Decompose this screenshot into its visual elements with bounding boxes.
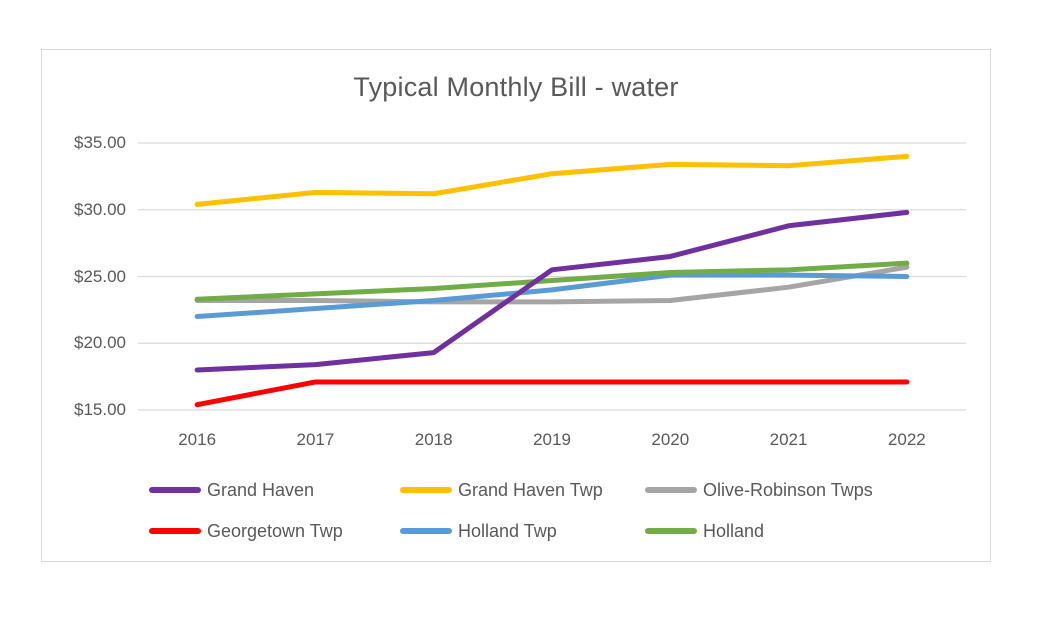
- legend-label: Georgetown Twp: [207, 520, 343, 541]
- legend-label: Grand Haven: [207, 479, 315, 500]
- y-tick-label: $35.00: [74, 133, 126, 152]
- y-tick-label: $15.00: [74, 400, 126, 419]
- legend-swatch: [400, 487, 452, 493]
- x-tick-label: 2022: [887, 430, 926, 449]
- x-tick-label: 2020: [651, 430, 690, 449]
- y-tick-label: $30.00: [74, 199, 126, 219]
- chart-panel: Typical Monthly Bill - water $35.00 $30.0…: [41, 49, 991, 562]
- series-line-holland-twp: [194, 272, 910, 320]
- legend-swatch: [645, 528, 697, 534]
- legend-swatch: [149, 528, 201, 534]
- series-line-grand-haven-twp: [194, 153, 910, 207]
- legend-item-georgetown-twp: Georgetown Twp: [149, 519, 343, 543]
- legend-label: Grand Haven Twp: [458, 479, 603, 500]
- legend-swatch: [400, 528, 452, 534]
- x-tick-label: 2019: [533, 430, 571, 449]
- plot-area: [138, 142, 966, 411]
- series-line-holland: [194, 260, 910, 302]
- y-tick-label: $20.00: [74, 333, 126, 353]
- series-line-grand-haven: [194, 209, 910, 373]
- series-line-georgetown-twp: [194, 379, 910, 408]
- legend-label: Holland: [703, 520, 765, 541]
- x-tick-label: 2021: [769, 430, 808, 449]
- legend-label: Holland Twp: [458, 520, 557, 541]
- x-tick-label: 2016: [178, 430, 217, 449]
- x-tick-label: 2017: [296, 430, 335, 449]
- legend-item-holland-twp: Holland Twp: [400, 519, 557, 543]
- series-line-olive-robinson-twps: [194, 264, 910, 305]
- legend-item-grand-haven: Grand Haven: [149, 478, 314, 502]
- legend-swatch: [149, 487, 201, 493]
- legend-label: Olive-Robinson Twps: [703, 479, 873, 500]
- y-tick-label: $25.00: [74, 266, 126, 286]
- legend-item-olive-robinson-twps: Olive-Robinson Twps: [645, 478, 873, 502]
- legend-item-grand-haven-twp: Grand Haven Twp: [400, 478, 603, 502]
- legend-item-holland: Holland: [645, 519, 764, 543]
- chart-title: Typical Monthly Bill - water: [353, 72, 679, 102]
- x-tick-label: 2018: [414, 430, 453, 449]
- legend-swatch: [645, 487, 697, 493]
